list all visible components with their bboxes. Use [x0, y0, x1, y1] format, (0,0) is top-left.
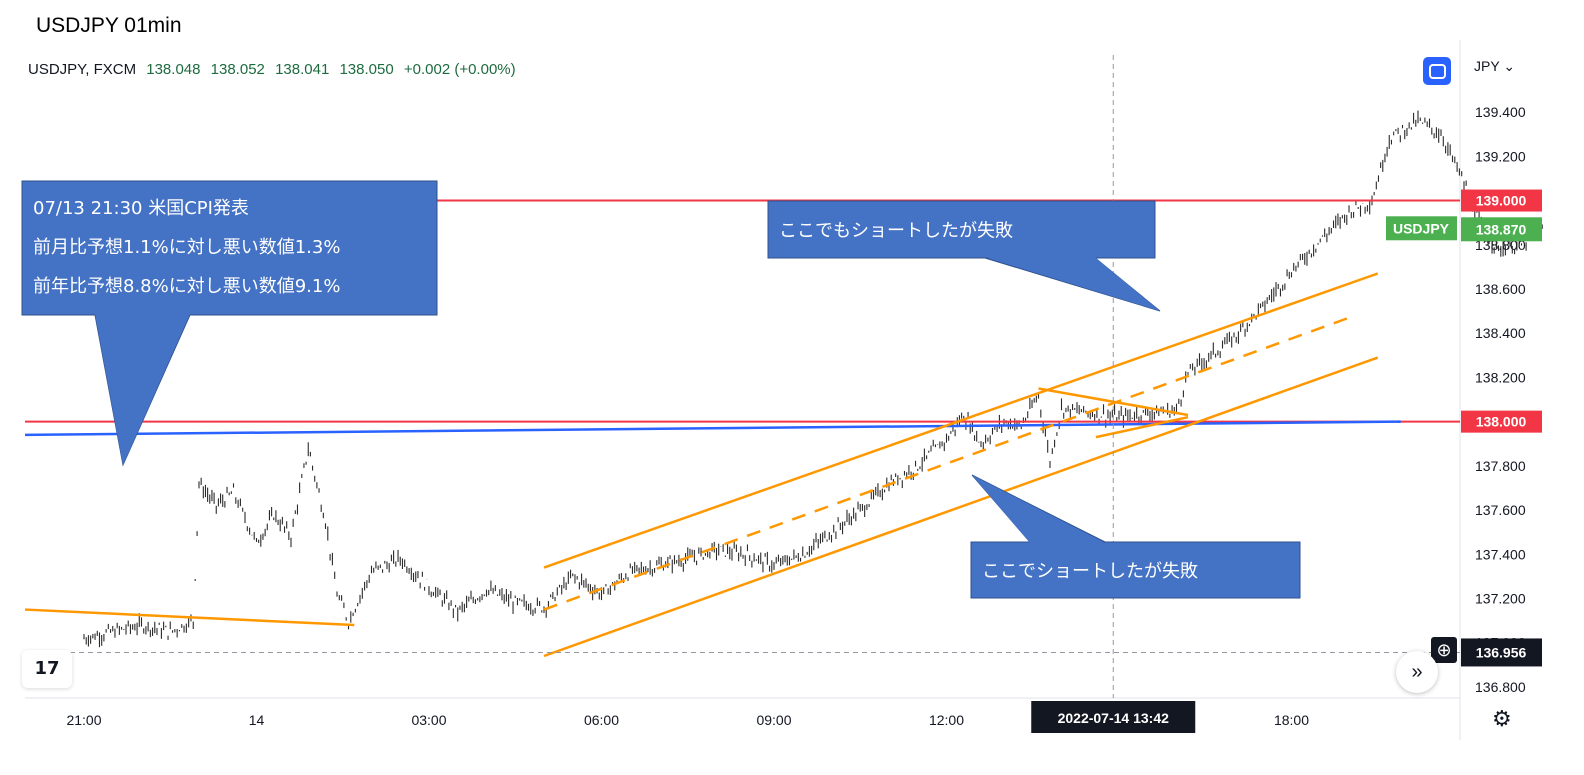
- callout-tail-fill: [985, 257, 1160, 311]
- trendline-channel-upper: [543, 272, 1379, 569]
- y-tick-label: 138.200: [1475, 369, 1526, 385]
- last-price-label: 138.870: [1476, 221, 1527, 237]
- blue-trendline: [24, 420, 1401, 437]
- y-tick-label: 137.800: [1475, 458, 1526, 474]
- legend-low: 138.041: [275, 61, 330, 78]
- currency-button[interactable]: JPY ⌄: [1474, 58, 1515, 75]
- chart-marks: [83, 110, 1543, 648]
- y-tick-label: 139.400: [1475, 104, 1526, 120]
- level-price-badge: [1461, 410, 1542, 433]
- symbol-legend: USDJPY, FXCM 138.048 138.052 138.041 138…: [28, 61, 516, 78]
- scroll-to-realtime-button[interactable]: »: [1396, 651, 1438, 693]
- trendline-pre-cpi-line: [24, 608, 355, 627]
- legend-open: 138.048: [146, 61, 201, 78]
- chart-overlay: 139.000 138.000 2022-07-14 13:42 136.956 USD…: [21, 55, 1542, 733]
- crosshair-time-label: 2022-07-14 13:42: [1058, 710, 1170, 726]
- sync-button[interactable]: [1423, 57, 1451, 85]
- last-price-badge: [1461, 217, 1542, 242]
- y-tick-label: 137.400: [1475, 546, 1526, 562]
- legend-symbol: USDJPY, FXCM: [28, 61, 137, 78]
- legend-high: 138.052: [210, 61, 265, 78]
- callout-tail-fill: [972, 475, 1105, 543]
- x-tick-label: 18:00: [1274, 712, 1309, 728]
- callout-tail-fill: [95, 314, 190, 465]
- x-tick-label: 21:00: [66, 712, 101, 728]
- x-tick-label: 14: [249, 712, 265, 728]
- legend-change: +0.002 (+0.00%): [403, 61, 516, 78]
- chart-grid: 136.800137.000137.200137.400137.600137.8…: [25, 40, 1526, 740]
- x-tick-label: 03:00: [411, 712, 446, 728]
- trendline-channel-lower: [543, 356, 1379, 658]
- legend-close: 138.050: [339, 61, 394, 78]
- annotation-callout: ここでショートしたが失敗: [970, 474, 1301, 599]
- chevron-down-icon: ⌄: [1503, 58, 1516, 74]
- gear-icon[interactable]: ⚙: [1492, 706, 1512, 731]
- y-tick-label: 136.800: [1475, 679, 1526, 695]
- callout-text: 前月比予想1.1%に対し悪い数値1.3%: [33, 237, 340, 258]
- level-price-label: 139.000: [1476, 193, 1527, 209]
- y-tick-label: 137.600: [1475, 502, 1526, 518]
- y-tick-label: 137.200: [1475, 591, 1526, 607]
- plus-circle-icon[interactable]: ⊕: [1431, 637, 1457, 663]
- candles: [83, 110, 1543, 648]
- trendline-triangle-lower: [1095, 415, 1189, 439]
- crosshair-price-label: 136.956: [1476, 644, 1527, 660]
- callout-text: ここでショートしたが失敗: [982, 561, 1198, 582]
- symbol-badge: [1386, 216, 1457, 241]
- crosshair-time-badge: [1031, 701, 1196, 733]
- symbol-badge-label: USDJPY: [1393, 220, 1450, 236]
- x-tick-label: 09:00: [756, 712, 791, 728]
- callout-text: 前年比予想8.8%に対し悪い数値9.1%: [33, 276, 340, 297]
- level-price-badge: [1461, 189, 1542, 212]
- crosshair-price-badge: [1461, 638, 1542, 667]
- page-title: USDJPY 01min: [36, 14, 182, 37]
- callout-box: [970, 541, 1301, 599]
- y-tick-label: 138.400: [1475, 325, 1526, 341]
- x-tick-label: 12:00: [929, 712, 964, 728]
- callout-box: [21, 180, 438, 316]
- currency-label: JPY: [1474, 58, 1500, 74]
- callout-text: 07/13 21:30 米国CPI発表: [33, 198, 249, 219]
- sync-icon: [1428, 63, 1446, 79]
- level-price-label: 138.000: [1476, 414, 1527, 430]
- callout-box: [767, 200, 1156, 259]
- double-chevron-right-icon: »: [1411, 661, 1423, 683]
- y-tick-label: 139.200: [1475, 148, 1526, 164]
- callout-text: ここでもショートしたが失敗: [779, 221, 1013, 242]
- tradingview-logo: 17: [22, 650, 72, 688]
- annotation-callout: ここでもショートしたが失敗: [767, 200, 1161, 312]
- y-tick-label: 138.600: [1475, 281, 1526, 297]
- x-tick-label: 06:00: [584, 712, 619, 728]
